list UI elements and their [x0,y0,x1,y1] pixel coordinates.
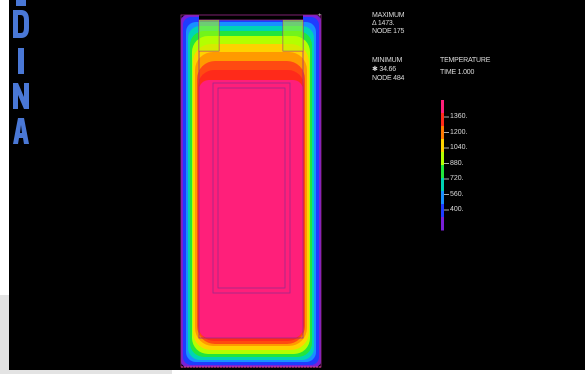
adina-logo-letters [13,0,29,144]
max-value: Δ 1473. [372,20,395,27]
legend-time: TIME 1.000 [440,69,475,76]
colorbar-segment [441,152,444,166]
colorbar-segment [441,217,444,231]
colorbar-tick-label: 1200. [450,128,468,136]
node-marker: + [318,13,322,19]
colorbar-segment [441,178,444,192]
logo-letter-a-top [16,0,26,6]
top-right-block [283,20,303,51]
logo-letter-i [18,48,24,74]
colorbar-segment [441,139,444,153]
colorbar-tick-label: 880. [450,159,464,167]
colorbar-segment [441,204,444,218]
colorbar-segment [441,126,444,140]
colorbar-tick-label: 560. [450,190,464,198]
colorbar-segment [441,100,444,114]
colorbar-segment [441,165,444,179]
max-title: MAXIMUM [372,12,405,19]
top-notch [199,15,303,20]
logo-letter-d [13,10,29,38]
logo-letter-a [13,118,29,144]
logo-letter-n [13,83,29,109]
max-node: NODE 175 [372,28,405,35]
min-value: ✱ 34.66 [372,66,396,73]
adina-logo [13,0,29,144]
colorbar-segment [441,113,444,127]
colorbar-tick-label: 1040. [450,144,468,151]
colorbar-tick-label: 720. [450,175,464,182]
colorbar-tick-label: 400. [450,206,464,213]
colorbar-segment [441,191,444,205]
band-layers [181,15,321,367]
band-hot [199,80,303,338]
legend-title: TEMPERATURE [440,57,491,64]
top-left-block [199,20,219,51]
min-title: MINIMUM [372,57,403,64]
colorbar-tick-label: 1360. [450,113,468,120]
min-node: NODE 484 [372,75,405,82]
